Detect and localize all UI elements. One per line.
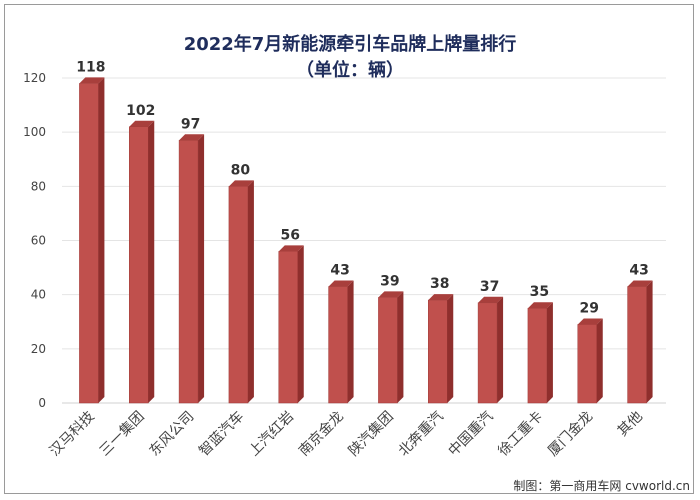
x-axis-ticks: 汉马科技三一集团东风公司智蓝汽车上汽红岩南京金龙陕汽集团北奔重汽中国重汽徐工重卡… <box>47 408 646 460</box>
data-label: 118 <box>76 59 105 75</box>
bar-side <box>148 120 155 403</box>
data-label: 102 <box>126 103 155 119</box>
x-tick-label: 汉马科技 <box>47 409 98 460</box>
x-tick-label: 南京金龙 <box>296 409 347 460</box>
bar-front <box>278 251 298 404</box>
bar-front <box>477 302 498 404</box>
bar-top <box>577 318 603 325</box>
data-label: 56 <box>281 227 300 243</box>
bar-side <box>247 180 254 403</box>
bar-top <box>478 296 504 303</box>
bar-front <box>577 324 597 404</box>
bar-front <box>378 297 398 404</box>
bar <box>477 296 504 404</box>
bar-top <box>228 180 254 187</box>
data-label: 38 <box>430 276 449 292</box>
bar-top <box>179 134 205 141</box>
bar-top <box>428 294 454 301</box>
data-label: 97 <box>181 116 200 132</box>
bar-top <box>79 77 105 84</box>
data-label: 43 <box>330 263 349 279</box>
bar-top <box>278 245 304 252</box>
bar-top <box>627 280 653 287</box>
bar-side <box>198 134 205 403</box>
bar-side <box>447 294 454 403</box>
chart-frame <box>4 4 694 494</box>
bar-front <box>527 307 548 404</box>
bar <box>178 134 205 404</box>
bar-side <box>646 280 653 403</box>
x-tick-label: 上汽红岩 <box>246 409 297 460</box>
y-tick-label: 0 <box>38 396 46 410</box>
bar-front <box>228 186 249 404</box>
x-tick-label: 徐工重卡 <box>495 409 546 460</box>
bar <box>328 280 354 404</box>
bar-side <box>546 302 553 403</box>
bar-front <box>428 299 448 404</box>
data-label: 37 <box>480 279 499 295</box>
bars <box>79 77 653 404</box>
x-tick-label: 陕汽集团 <box>345 408 397 460</box>
gridlines <box>62 77 666 404</box>
bar <box>228 180 254 404</box>
bar-side <box>497 296 504 403</box>
y-axis-ticks: 0 20 40 60 80 100 120 <box>23 71 46 410</box>
bar <box>627 280 653 404</box>
x-tick-label: 中国重汽 <box>446 409 497 460</box>
x-tick-label: 三一集团 <box>96 408 148 460</box>
x-tick-label: 厦门金龙 <box>545 409 596 460</box>
bar <box>278 245 304 404</box>
y-tick-label: 100 <box>23 125 46 139</box>
bar <box>577 318 603 404</box>
bar-front <box>627 286 647 404</box>
bar-top <box>527 302 553 309</box>
credit-text: 制图：第一商用车网 cvworld.cn <box>513 479 690 493</box>
data-label: 43 <box>629 263 648 279</box>
bar-front <box>79 83 99 404</box>
bar-front <box>178 140 199 404</box>
x-tick-label: 北奔重汽 <box>396 409 447 460</box>
bar-side <box>397 291 404 403</box>
bar-side <box>347 280 354 403</box>
bar <box>129 120 155 404</box>
y-tick-label: 40 <box>31 288 46 302</box>
bar <box>378 291 404 404</box>
bar-side <box>297 245 304 403</box>
bar <box>79 77 105 404</box>
x-tick-label: 其他 <box>615 409 646 440</box>
data-labels: 118 102 97 80 56 43 39 38 37 35 29 43 <box>76 59 649 316</box>
y-tick-label: 80 <box>31 179 46 193</box>
chart-title: 2022年7月新能源牵引车品牌上牌量排行 <box>183 34 517 55</box>
data-label: 35 <box>530 284 549 300</box>
data-label: 80 <box>231 162 251 178</box>
bar-top <box>378 291 404 298</box>
bar-side <box>98 77 105 404</box>
y-tick-label: 60 <box>31 234 46 248</box>
bar-top <box>129 120 155 127</box>
bar-front <box>328 286 348 404</box>
x-tick-label: 东风公司 <box>147 409 198 460</box>
chart-subtitle: （单位：辆） <box>296 60 404 81</box>
bar-top <box>328 280 354 287</box>
bar-side <box>596 318 603 403</box>
x-tick-label: 智蓝汽车 <box>196 408 248 460</box>
data-label: 39 <box>380 273 399 289</box>
y-tick-label: 20 <box>31 342 46 356</box>
y-tick-label: 120 <box>23 71 46 85</box>
bar <box>527 302 553 404</box>
bar <box>428 294 454 404</box>
data-label: 29 <box>580 300 599 316</box>
bar-front <box>129 126 149 404</box>
